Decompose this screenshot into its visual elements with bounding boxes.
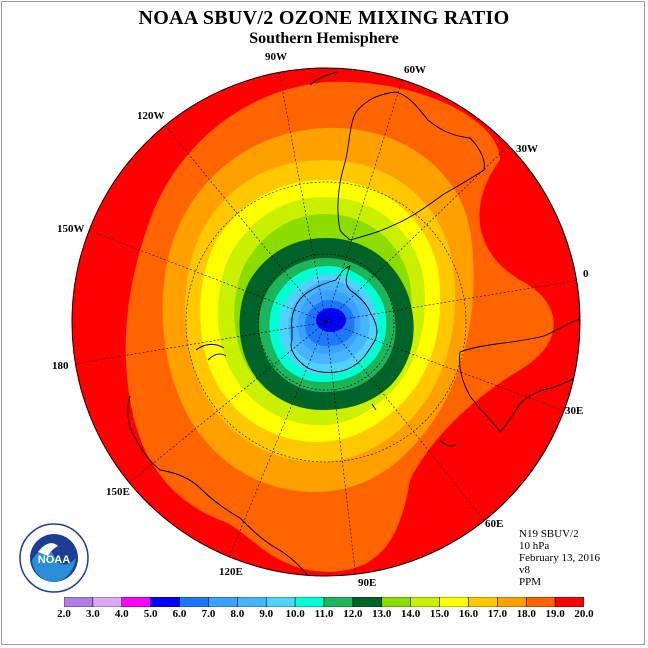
colorbar-tick-label: 12.0	[343, 608, 363, 620]
colorbar-tick-label: 9.0	[259, 608, 274, 620]
colorbar-tick-label: 15.0	[429, 608, 450, 620]
colorbar-swatch	[323, 597, 354, 607]
colorbar-tick-label: 20.0	[574, 608, 594, 620]
map-title: NOAA SBUV/2 OZONE MIXING RATIO	[138, 7, 510, 29]
coastlines	[127, 71, 580, 576]
colorbar-swatch	[410, 597, 440, 607]
info-units: PPM	[519, 576, 542, 588]
colorbar-swatch	[352, 597, 383, 607]
colorbar-swatch	[294, 597, 325, 607]
colorbar-swatch	[92, 597, 123, 607]
info-level: 10 hPa	[519, 540, 550, 552]
lon-label-90e: 90E	[358, 577, 377, 589]
colorbar-tick-label: 10.0	[285, 608, 305, 620]
info-date: February 13, 2016	[519, 552, 600, 564]
info-satellite: N19 SBUV/2	[519, 528, 579, 540]
colorbar-swatch	[525, 597, 556, 607]
colorbar-swatch	[468, 597, 498, 607]
africa-coast	[459, 317, 580, 433]
graticule	[73, 68, 580, 576]
colorbar	[64, 597, 584, 607]
lon-label-30e: 30E	[565, 405, 584, 417]
colorbar-swatch	[439, 597, 469, 607]
colorbar-tick-label: 4.0	[114, 608, 129, 620]
island-coast	[371, 403, 457, 447]
coast-segment	[309, 71, 339, 86]
colorbar-tick-label: 13.0	[372, 608, 392, 620]
colorbar-swatch	[554, 597, 584, 607]
colorbar-swatch	[179, 597, 209, 607]
antarctica-coast	[290, 265, 378, 373]
colorbar-swatch	[237, 597, 267, 607]
map-subtitle: Southern Hemisphere	[249, 30, 399, 47]
lon-label-150e: 150E	[106, 486, 130, 498]
colorbar-swatch	[150, 597, 180, 607]
lon-label-90w: 90W	[265, 51, 287, 63]
noaa-logo-text: NOAA	[38, 554, 70, 566]
colorbar-swatch	[497, 597, 527, 607]
colorbar-tick-label: 11.0	[314, 608, 334, 620]
lon-label-30w: 30W	[516, 143, 538, 155]
band-5	[316, 308, 346, 332]
lon-label-120w: 120W	[137, 110, 165, 122]
lon-label-150w: 150W	[57, 223, 85, 235]
colorbar-swatch	[265, 597, 296, 607]
colorbar-tick-label: 14.0	[401, 608, 421, 620]
lon-label-60e: 60E	[485, 518, 504, 530]
colorbar-tick-label: 2.0	[57, 608, 71, 620]
south-america-coast	[337, 91, 485, 241]
colorbar-tick-label: 7.0	[201, 608, 216, 620]
colorbar-tick-label: 3.0	[86, 608, 100, 620]
colorbar-tick-label: 8.0	[230, 608, 245, 620]
new-zealand-coast	[195, 343, 227, 361]
colorbar-swatch	[208, 597, 238, 607]
noaa-logo: NOAA	[19, 523, 89, 593]
map-boundary	[71, 67, 581, 577]
colorbar-swatch	[121, 597, 151, 607]
colorbar-tick-label: 18.0	[516, 608, 536, 620]
colorbar-tick-label: 19.0	[545, 608, 565, 620]
info-version: v8	[519, 564, 530, 576]
colorbar-swatch	[64, 597, 94, 607]
australia-coast	[127, 395, 311, 576]
colorbar-tick-label: 16.0	[458, 608, 479, 620]
colorbar-tick-label: 17.0	[487, 608, 507, 620]
colorbar-swatch	[381, 597, 411, 607]
lon-label-0: 0	[583, 268, 589, 280]
lon-label-60w: 60W	[404, 64, 426, 76]
lon-label-180: 180	[52, 360, 69, 372]
colorbar-tick-label: 5.0	[143, 608, 158, 620]
lon-label-120e: 120E	[219, 566, 243, 578]
colorbar-tick-label: 6.0	[172, 608, 187, 620]
